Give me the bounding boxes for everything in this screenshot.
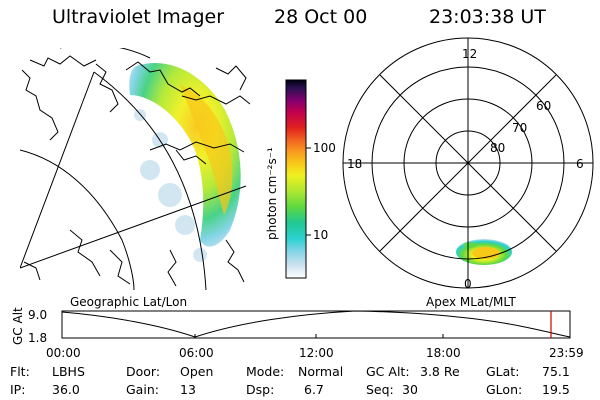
mlt-label-6: 6 <box>576 157 584 171</box>
orbit-xtick-1800: 18:00 <box>426 346 461 360</box>
gc-alt-label: GC Alt: <box>366 364 410 379</box>
geo-grid <box>20 48 247 290</box>
mlat-label-70: 70 <box>512 121 527 135</box>
glat-value: 75.1 <box>542 364 570 379</box>
orbit-plot: GC Alt 9.0 1.8 00:00 06:00 12:00 18:00 2… <box>11 307 584 360</box>
gc-alt-value: 3.8 Re <box>420 364 460 379</box>
dsp-value: 6.7 <box>304 382 324 397</box>
orbit-plot-frame <box>61 310 571 339</box>
geo-diffuse-emission <box>134 109 207 262</box>
colorbar-tick-10: 10 <box>313 228 328 242</box>
coastlines <box>21 55 251 287</box>
orbit-ytick-max: 9.0 <box>28 308 47 322</box>
image-date: 28 Oct 00 <box>274 6 368 28</box>
colorbar: 100 10 photon cm⁻²s⁻¹ <box>265 79 336 279</box>
glon-value: 19.5 <box>542 382 570 397</box>
mlt-label-12: 12 <box>462 47 477 61</box>
ip-label: IP: <box>10 382 26 397</box>
filter-label: Flt: <box>10 364 30 379</box>
door-label: Door: <box>126 364 161 379</box>
geographic-panel <box>20 48 251 290</box>
orbit-ylabel: GC Alt <box>11 307 25 345</box>
mode-label: Mode: <box>246 364 285 379</box>
mlat-label-60: 60 <box>536 99 551 113</box>
orbit-xtick-1200: 12:00 <box>299 346 334 360</box>
geo-aurora-arc <box>129 62 241 247</box>
orbit-xtick-2359: 23:59 <box>549 346 584 360</box>
mlt-label-0: 0 <box>464 277 472 291</box>
geo-panel-caption: Geographic Lat/Lon <box>70 295 187 309</box>
image-time: 23:03:38 UT <box>429 6 546 28</box>
dsp-label: Dsp: <box>246 382 275 397</box>
glat-label: GLat: <box>486 364 520 379</box>
mlat-label-80: 80 <box>490 141 505 155</box>
mode-value: Normal <box>298 364 344 379</box>
orbit-xtick-0600: 06:00 <box>179 346 214 360</box>
colorbar-unit-label: photon cm⁻²s⁻¹ <box>265 147 279 240</box>
polar-panel-caption: Apex MLat/MLT <box>426 295 516 309</box>
colorbar-gradient <box>285 79 307 279</box>
glon-label: GLon: <box>486 382 523 397</box>
gain-label: Gain: <box>126 382 159 397</box>
gain-value: 13 <box>180 382 196 397</box>
seq-label: Seq: <box>366 382 394 397</box>
geo-aurora-core <box>180 85 233 215</box>
image-title: Ultraviolet Imager <box>52 6 225 28</box>
orbit-altitude-curve <box>61 310 571 338</box>
orbit-xtick-0000: 00:00 <box>46 346 81 360</box>
ip-value: 36.0 <box>52 382 80 397</box>
filter-value: LBHS <box>52 364 85 379</box>
colorbar-tick-100: 100 <box>313 141 336 155</box>
door-value: Open <box>180 364 214 379</box>
mlt-label-18: 18 <box>347 157 362 171</box>
orbit-ytick-min: 1.8 <box>28 331 47 345</box>
polar-panel: 12 18 6 0 60 70 80 <box>342 37 594 291</box>
seq-value: 30 <box>402 382 418 397</box>
